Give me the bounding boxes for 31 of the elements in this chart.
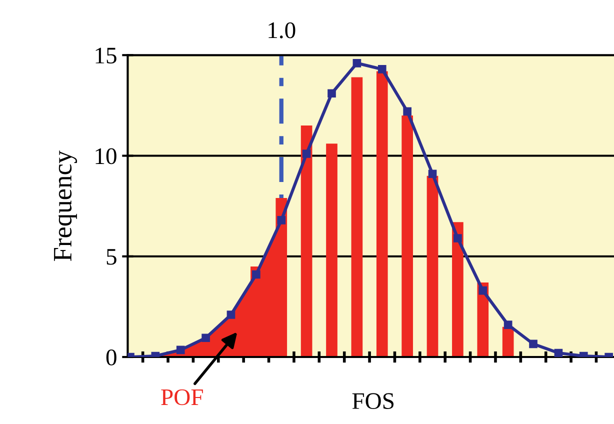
bar xyxy=(376,71,388,358)
point xyxy=(202,334,210,342)
bar xyxy=(402,116,413,358)
point xyxy=(554,348,563,358)
bar xyxy=(300,126,312,358)
bar xyxy=(326,144,338,358)
point xyxy=(478,286,488,295)
point xyxy=(378,65,386,74)
y-tick-label: 5 xyxy=(106,249,116,265)
point xyxy=(277,216,286,224)
text: POF xyxy=(161,389,203,406)
point xyxy=(428,170,437,178)
point xyxy=(454,234,462,242)
bar xyxy=(351,77,363,358)
point xyxy=(176,346,185,354)
x-axis-title: FOS xyxy=(352,393,394,410)
y-tick-label: 0 xyxy=(106,350,116,366)
y-tick-label: 10 xyxy=(96,148,116,164)
point xyxy=(352,59,362,68)
point xyxy=(328,89,336,98)
point xyxy=(252,270,260,279)
y-tick-label: 15 xyxy=(96,48,116,64)
point xyxy=(504,320,512,329)
point xyxy=(226,310,236,319)
text: 1.0 xyxy=(268,22,296,38)
point xyxy=(529,340,538,348)
y-axis-title: Frequency xyxy=(54,150,78,261)
bar xyxy=(452,222,464,358)
point xyxy=(403,107,412,116)
point xyxy=(302,150,311,158)
bar xyxy=(426,176,438,358)
